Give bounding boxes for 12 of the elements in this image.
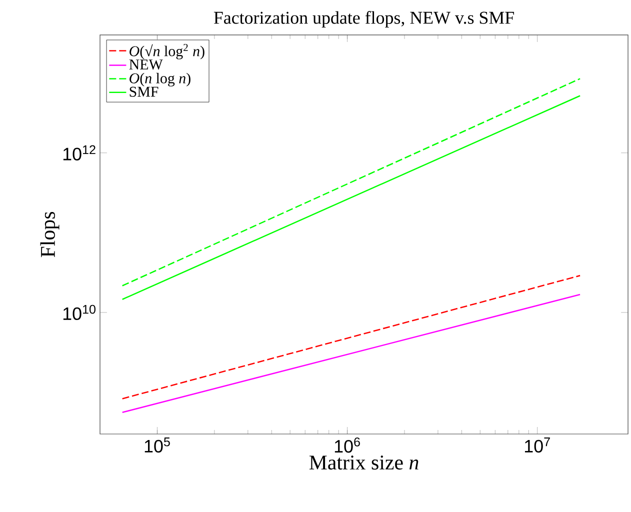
- y-tick-label: 10$^{12}$: [63, 145, 96, 160]
- y-axis-title: Flops: [40, 212, 60, 258]
- y-tick-label: 10$^{10}$: [63, 304, 96, 320]
- chart-title: Factorization update flops, NEW v.s SMF: [214, 11, 514, 28]
- x-tick-label: 10$^{6}$: [334, 438, 360, 453]
- x-axis-title: Matrix size n: [309, 456, 418, 470]
- legend-label: NEW: [129, 60, 163, 70]
- x-tick-label: 10$^{7}$: [524, 438, 550, 453]
- x-tick-label: 10$^{5}$: [144, 438, 170, 453]
- legend-label: O(n log n): [130, 72, 190, 86]
- legend-label: O(√n log$^{2}$ n): [130, 44, 204, 60]
- legend-label: SMF: [130, 86, 158, 97]
